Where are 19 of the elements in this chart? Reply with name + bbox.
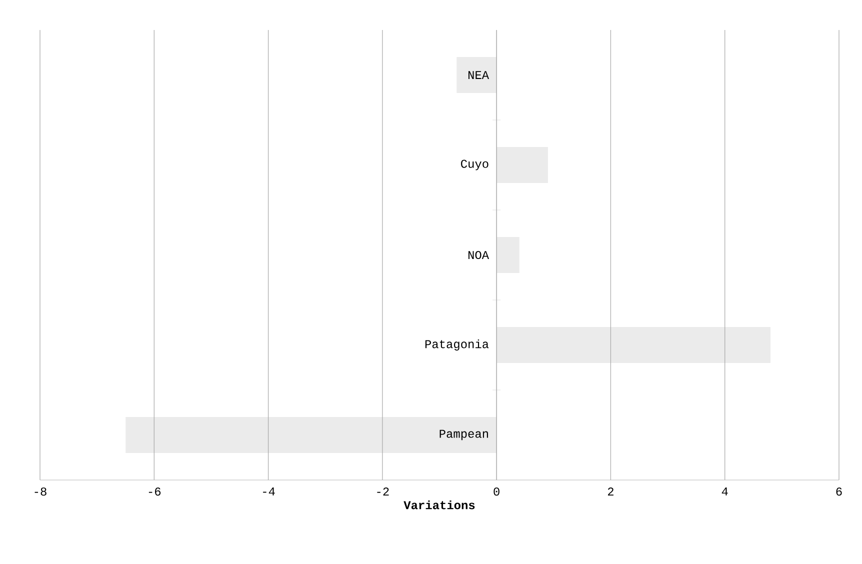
x-tick-label: 6 <box>836 488 842 496</box>
y-tick-label: Pampean <box>440 430 488 440</box>
x-axis-title: Variations <box>404 500 475 510</box>
x-tick-label: -2 <box>377 488 389 496</box>
y-tick-label: NEA <box>468 71 490 79</box>
x-tick-label: 2 <box>608 488 614 496</box>
bar <box>126 417 497 454</box>
bar <box>496 147 548 184</box>
y-tick-label: Patagonia <box>425 339 489 351</box>
y-tick-label: NOA <box>468 250 490 260</box>
bar <box>496 327 771 364</box>
x-tick-label: 0 <box>494 488 500 496</box>
bar <box>496 237 520 274</box>
x-tick-label: -8 <box>34 488 46 496</box>
x-tick-label: -4 <box>263 488 275 496</box>
y-tick-label: Cuyo <box>461 160 488 170</box>
x-tick-label: -6 <box>148 488 161 496</box>
x-tick-label: 4 <box>722 488 728 496</box>
bar <box>456 57 497 94</box>
